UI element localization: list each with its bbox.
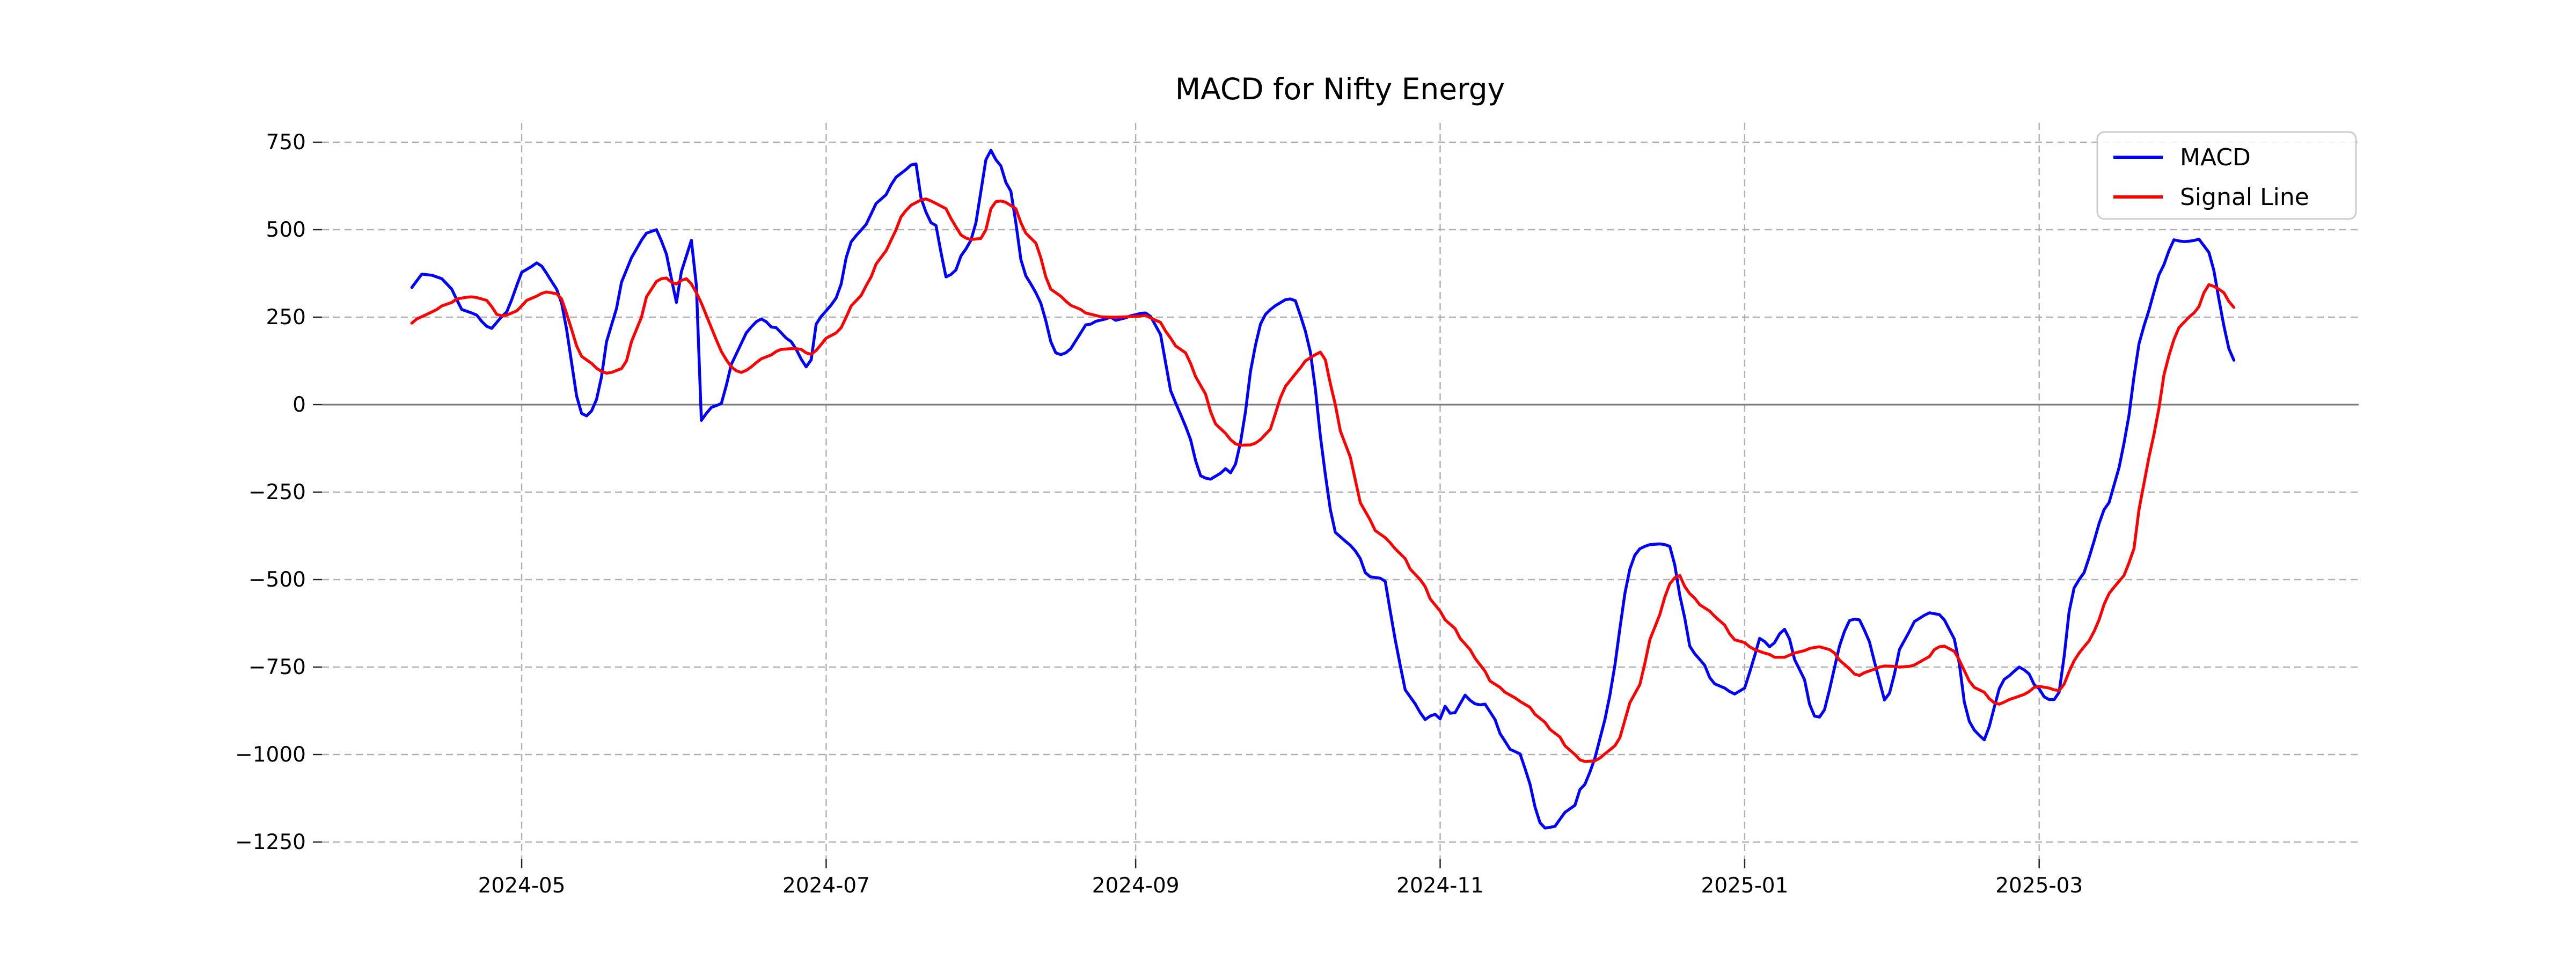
signal-line [410, 197, 2236, 763]
x-tick-label: 2024-09 [1092, 874, 1180, 898]
y-tick-label: −1250 [235, 830, 306, 854]
grid-layer [322, 123, 2359, 859]
x-tick-label: 2024-07 [782, 874, 870, 898]
y-tick-label: 0 [292, 393, 306, 417]
legend: MACD Signal Line [2096, 131, 2357, 220]
x-tick-label: 2024-05 [478, 874, 566, 898]
x-tick-label: 2025-01 [1701, 874, 1788, 898]
legend-signal-label: Signal Line [2180, 184, 2309, 211]
tick-layer: 750 500 250 0 −250 −500 −750 −1000 −1250 2024-05 2… [235, 130, 2083, 898]
y-tick-label: −750 [248, 655, 306, 679]
y-tick-label: −1000 [235, 743, 306, 767]
macd-line [410, 149, 2236, 830]
legend-macd-label: MACD [2180, 144, 2251, 171]
x-tick-label: 2025-03 [1995, 874, 2083, 898]
y-tick-label: 500 [266, 218, 306, 242]
series-layer [410, 149, 2236, 830]
y-tick-label: 250 [266, 305, 306, 330]
x-tick-label: 2024-11 [1396, 874, 1484, 898]
y-tick-label: −250 [248, 480, 306, 504]
y-tick-label: 750 [266, 130, 306, 155]
chart-title: MACD for Nifty Energy [1175, 72, 1505, 106]
y-tick-label: −500 [248, 568, 306, 592]
